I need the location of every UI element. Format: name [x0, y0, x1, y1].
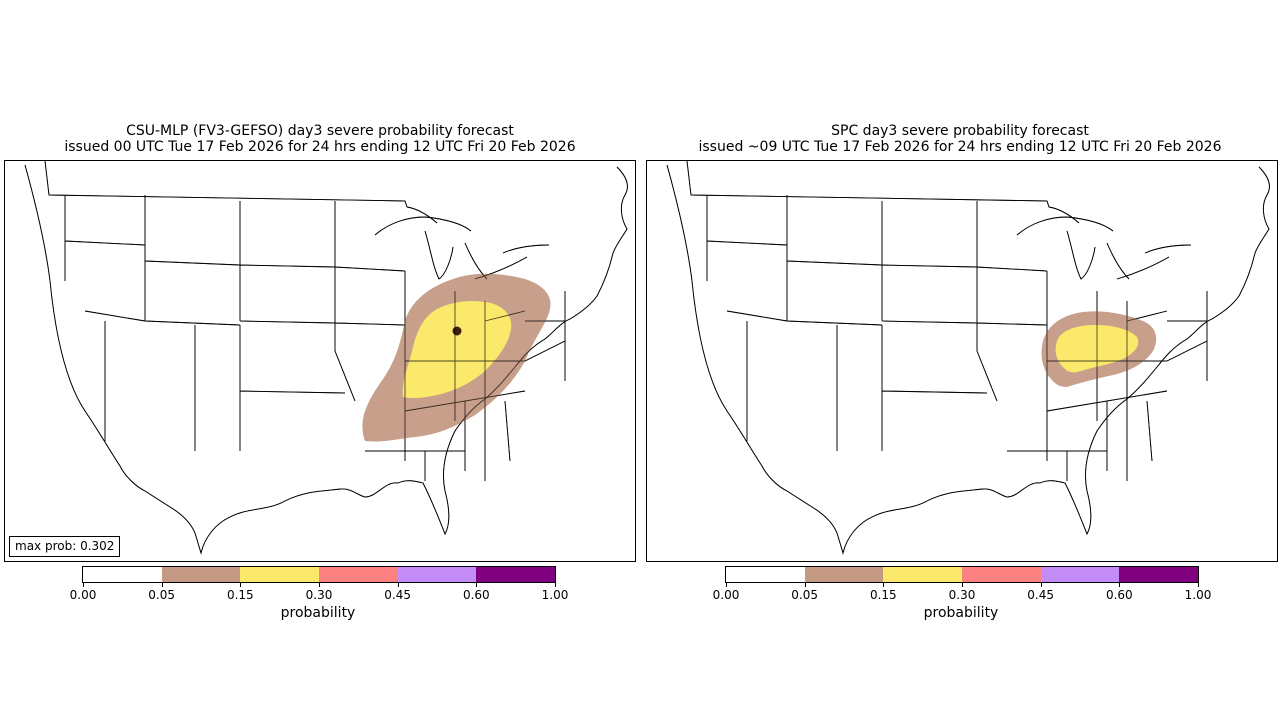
left-colorbar-tick-label: 1.00 — [541, 588, 569, 602]
right-colorbar-seg-0 — [726, 567, 805, 582]
left-title-line2: issued 00 UTC Tue 17 Feb 2026 for 24 hrs… — [64, 139, 576, 155]
right-colorbar-tick-label: 0.60 — [1105, 588, 1133, 602]
left-title-line1: CSU-MLP (FV3-GEFSO) day3 severe probabil… — [126, 123, 514, 139]
right-panel-title: SPC day3 severe probability forecast iss… — [640, 123, 1280, 155]
left-colorbar-seg-1 — [161, 567, 241, 582]
left-prob-area-15 — [402, 301, 512, 399]
right-colorbar-tickmark — [883, 583, 885, 587]
right-colorbar-seg-5 — [1119, 567, 1199, 582]
left-colorbar-tickmark — [476, 583, 478, 587]
right-colorbar-tickmark — [962, 583, 963, 587]
right-colorbar-tick-label: 1.00 — [1184, 588, 1212, 602]
right-colorbar-seg-3 — [962, 567, 1041, 582]
left-colorbar-tick-label: 0.15 — [226, 588, 254, 602]
left-colorbar-seg-2 — [240, 567, 320, 582]
left-colorbar-seg-0 — [83, 567, 162, 582]
right-colorbar-tickmark — [1119, 583, 1121, 587]
right-title-line1: SPC day3 severe probability forecast — [831, 123, 1089, 139]
left-panel-title: CSU-MLP (FV3-GEFSO) day3 severe probabil… — [0, 123, 640, 155]
right-colorbar-tick-label: 0.15 — [869, 588, 897, 602]
left-map-svg — [24, 161, 628, 554]
left-overlay-boundaries — [24, 161, 628, 554]
right-colorbar-tick-label: 0.45 — [1027, 588, 1055, 602]
max-prob-label: max prob: 0.302 — [9, 536, 121, 557]
left-colorbar-seg-4 — [397, 567, 477, 582]
right-colorbar-seg-2 — [883, 567, 963, 582]
left-colorbar-tick-label: 0.30 — [305, 588, 333, 602]
left-colorbar-tick-label: 0.00 — [69, 588, 97, 602]
left-basemap — [24, 161, 628, 554]
left-map: max prob: 0.302 — [4, 160, 636, 562]
right-colorbar-tickmark — [804, 583, 806, 587]
right-colorbar-tick-label: 0.30 — [948, 588, 976, 602]
right-colorbar-tickmark — [726, 583, 727, 587]
right-map — [646, 160, 1278, 562]
right-colorbar-tickmark — [1198, 583, 1199, 587]
left-colorbar-label: probability — [280, 605, 356, 621]
right-overlay-boundaries — [666, 161, 1270, 554]
left-colorbar — [82, 566, 556, 583]
left-max-prob-point — [452, 326, 462, 336]
right-map-svg — [666, 161, 1270, 554]
right-colorbar-tick-label: 0.05 — [791, 588, 819, 602]
left-colorbar-tickmark — [161, 583, 163, 587]
left-colorbar-seg-3 — [319, 567, 398, 582]
left-colorbar-tickmark — [319, 583, 320, 587]
right-colorbar-tick-label: 0.00 — [712, 588, 740, 602]
right-basemap — [666, 161, 1270, 554]
left-colorbar-tick-label: 0.45 — [384, 588, 412, 602]
left-colorbar-seg-5 — [476, 567, 556, 582]
left-colorbar-tickmark — [240, 583, 242, 587]
right-colorbar-seg-1 — [804, 567, 884, 582]
left-colorbar-tickmark — [397, 583, 399, 587]
left-colorbar-tick-label: 0.60 — [462, 588, 490, 602]
right-colorbar-tickmark — [1040, 583, 1042, 587]
right-colorbar-seg-4 — [1040, 567, 1120, 582]
right-title-line2: issued ~09 UTC Tue 17 Feb 2026 for 24 hr… — [698, 139, 1222, 155]
left-colorbar-tickmark — [555, 583, 556, 587]
left-colorbar-tickmark — [83, 583, 84, 587]
right-colorbar-label: probability — [923, 605, 999, 621]
left-colorbar-tick-label: 0.05 — [148, 588, 176, 602]
right-colorbar — [725, 566, 1199, 583]
